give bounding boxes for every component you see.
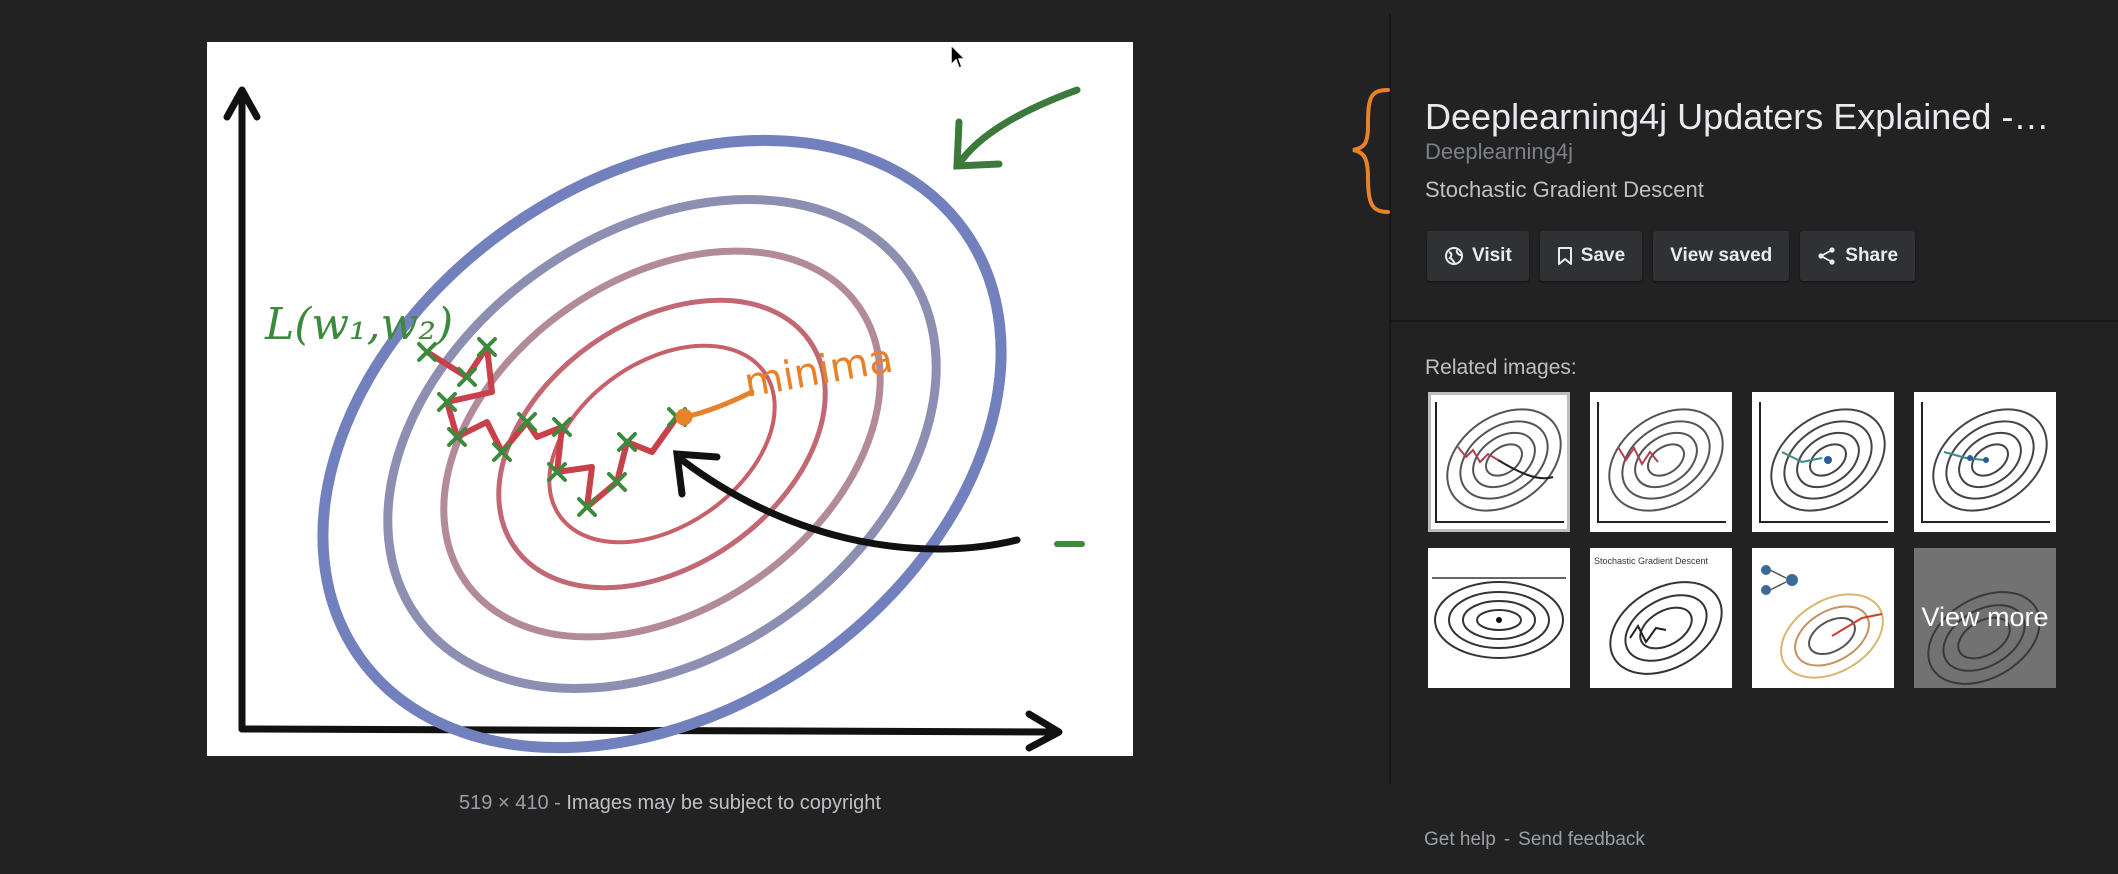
view-more-button[interactable]: View more — [1914, 548, 2056, 688]
get-help-link[interactable]: Get help — [1424, 829, 1496, 850]
minima-label: minima — [741, 335, 897, 406]
result-subtitle: Stochastic Gradient Descent — [1425, 177, 1704, 202]
related-images-label: Related images: — [1425, 356, 1577, 379]
save-button[interactable]: Save — [1539, 231, 1643, 281]
related-image-2[interactable] — [1590, 392, 1732, 532]
panel-divider — [1389, 14, 1391, 784]
contour-outer — [317, 134, 1007, 754]
footer-links: Get help - Send feedback — [1424, 829, 1645, 850]
contour-3 — [440, 247, 884, 641]
related-image-3[interactable] — [1752, 392, 1894, 532]
preview-image[interactable]: L(w₁,w₂) minima — [207, 42, 1133, 756]
black-arrow — [672, 450, 1021, 553]
globe-icon — [1445, 247, 1463, 265]
image-dimensions: 519 × 410 — [459, 792, 549, 814]
send-feedback-link[interactable]: Send feedback — [1518, 829, 1645, 850]
view-more-tile[interactable]: View more — [1914, 548, 2056, 688]
image-caption: 519 × 410 - Images may be subject to cop… — [459, 792, 881, 814]
share-button[interactable]: Share — [1800, 231, 1916, 281]
view-saved-button[interactable]: View saved — [1653, 231, 1790, 281]
mouse-cursor-icon — [950, 44, 966, 69]
section-divider — [1391, 320, 2118, 322]
sgd-markers — [417, 337, 687, 517]
green-arrow — [953, 86, 1081, 170]
related-image-6-caption: Stochastic Gradient Descent — [1594, 556, 1709, 566]
annotation-brace — [1352, 88, 1390, 214]
result-title[interactable]: Deeplearning4j Updaters Explained -… — [1425, 96, 2050, 137]
action-bar: Visit Save View saved Share — [1427, 231, 1916, 281]
contour-4 — [496, 297, 828, 591]
copyright-notice[interactable]: Images may be subject to copyright — [566, 792, 881, 814]
axes — [223, 86, 1063, 752]
result-source[interactable]: Deeplearning4j — [1425, 139, 1573, 164]
bookmark-icon — [1557, 247, 1572, 265]
loss-label: L(w₁,w₂) — [264, 299, 453, 350]
related-images-grid: Stochastic Gradient Descent View more — [1428, 392, 2056, 688]
related-image-5[interactable] — [1428, 548, 1570, 688]
contour-2 — [383, 195, 941, 693]
related-image-1[interactable] — [1428, 392, 1570, 532]
related-image-6[interactable]: Stochastic Gradient Descent — [1590, 548, 1732, 688]
related-image-4[interactable] — [1914, 392, 2056, 532]
minima-annotation — [675, 389, 755, 426]
visit-button[interactable]: Visit — [1427, 231, 1529, 281]
related-image-7[interactable] — [1752, 548, 1894, 688]
share-icon — [1818, 247, 1835, 265]
contour-5 — [547, 343, 777, 545]
